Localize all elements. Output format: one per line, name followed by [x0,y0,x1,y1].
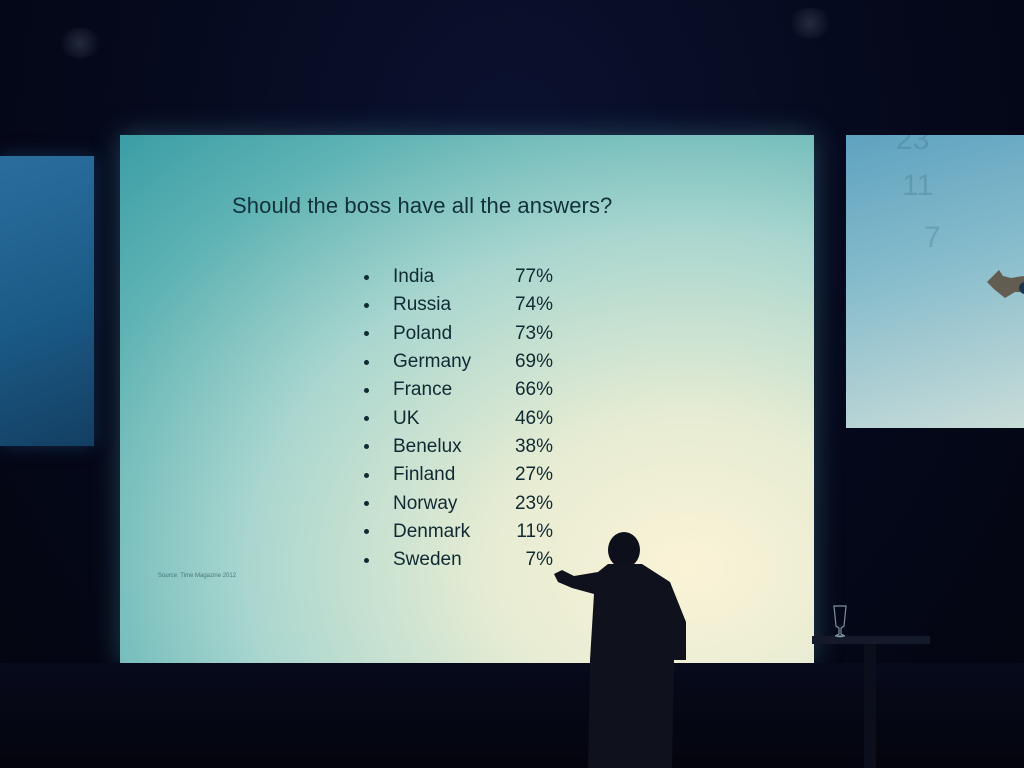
ceiling-light [56,28,104,58]
list-item: France 66% [364,376,553,404]
list-item: Benelux 38% [364,433,553,461]
country-name: Sweden [393,549,462,571]
bullet-icon [364,331,369,337]
percent-value: 69% [514,351,553,373]
presenter-silhouette [554,532,686,768]
percent-value: 77% [514,266,553,288]
bullet-icon [364,302,369,308]
list-item: Finland 27% [364,461,553,489]
percent-value: 11% [516,520,553,542]
list-item: UK 46% [364,404,553,432]
country-name: Poland [393,322,453,344]
percent-value: 27% [514,464,553,486]
country-list: India 77% Russia 74% Poland 73% Germany 69% … [364,263,553,574]
percent-value: 7% [525,549,553,571]
right-screen-number: 11 [902,169,934,202]
list-item: Germany 69% [364,348,553,376]
percent-value: 74% [514,294,553,316]
bullet-icon [364,529,369,535]
country-name: Germany [393,351,472,373]
country-name: Norway [393,492,458,514]
percent-value: 38% [514,435,553,457]
list-item: Poland 73% [364,320,553,348]
source-note: Source: Time Magazine 2012 [158,573,237,579]
main-projection-screen: Should the boss have all the answers? In… [120,135,814,663]
list-item: Sweden 7% [364,546,553,574]
ceiling-light [786,8,834,38]
country-name: Denmark [393,520,471,542]
bullet-icon [364,444,369,450]
bullet-icon [364,472,369,478]
slide-title: Should the boss have all the answers? [232,193,613,218]
right-screen-number: 7 [924,221,941,254]
pointer-figure-icon [987,270,1024,298]
bullet-icon [364,416,369,422]
country-name: Finland [393,464,456,486]
country-name: Benelux [393,435,462,457]
water-glass-icon [833,605,847,637]
country-name: UK [393,407,420,429]
percent-value: 66% [514,379,553,401]
percent-value: 23% [514,492,553,514]
percent-value: 73% [514,322,553,344]
country-name: Russia [393,294,452,316]
list-item: India 77% [364,263,553,291]
lectern-table [812,636,930,768]
bullet-icon [364,359,369,365]
country-name: France [393,379,453,401]
bullet-icon [364,274,369,280]
right-screen-number: 23 [896,135,930,156]
stage-floor [0,663,1024,768]
list-item: Denmark 11% [364,518,553,546]
list-item: Russia 74% [364,291,553,319]
bullet-icon [364,387,369,393]
list-item: Norway 23% [364,489,553,517]
bullet-icon [364,557,369,563]
percent-value: 46% [514,407,553,429]
country-name: India [393,266,435,288]
left-side-screen [0,156,94,446]
bullet-icon [364,501,369,507]
